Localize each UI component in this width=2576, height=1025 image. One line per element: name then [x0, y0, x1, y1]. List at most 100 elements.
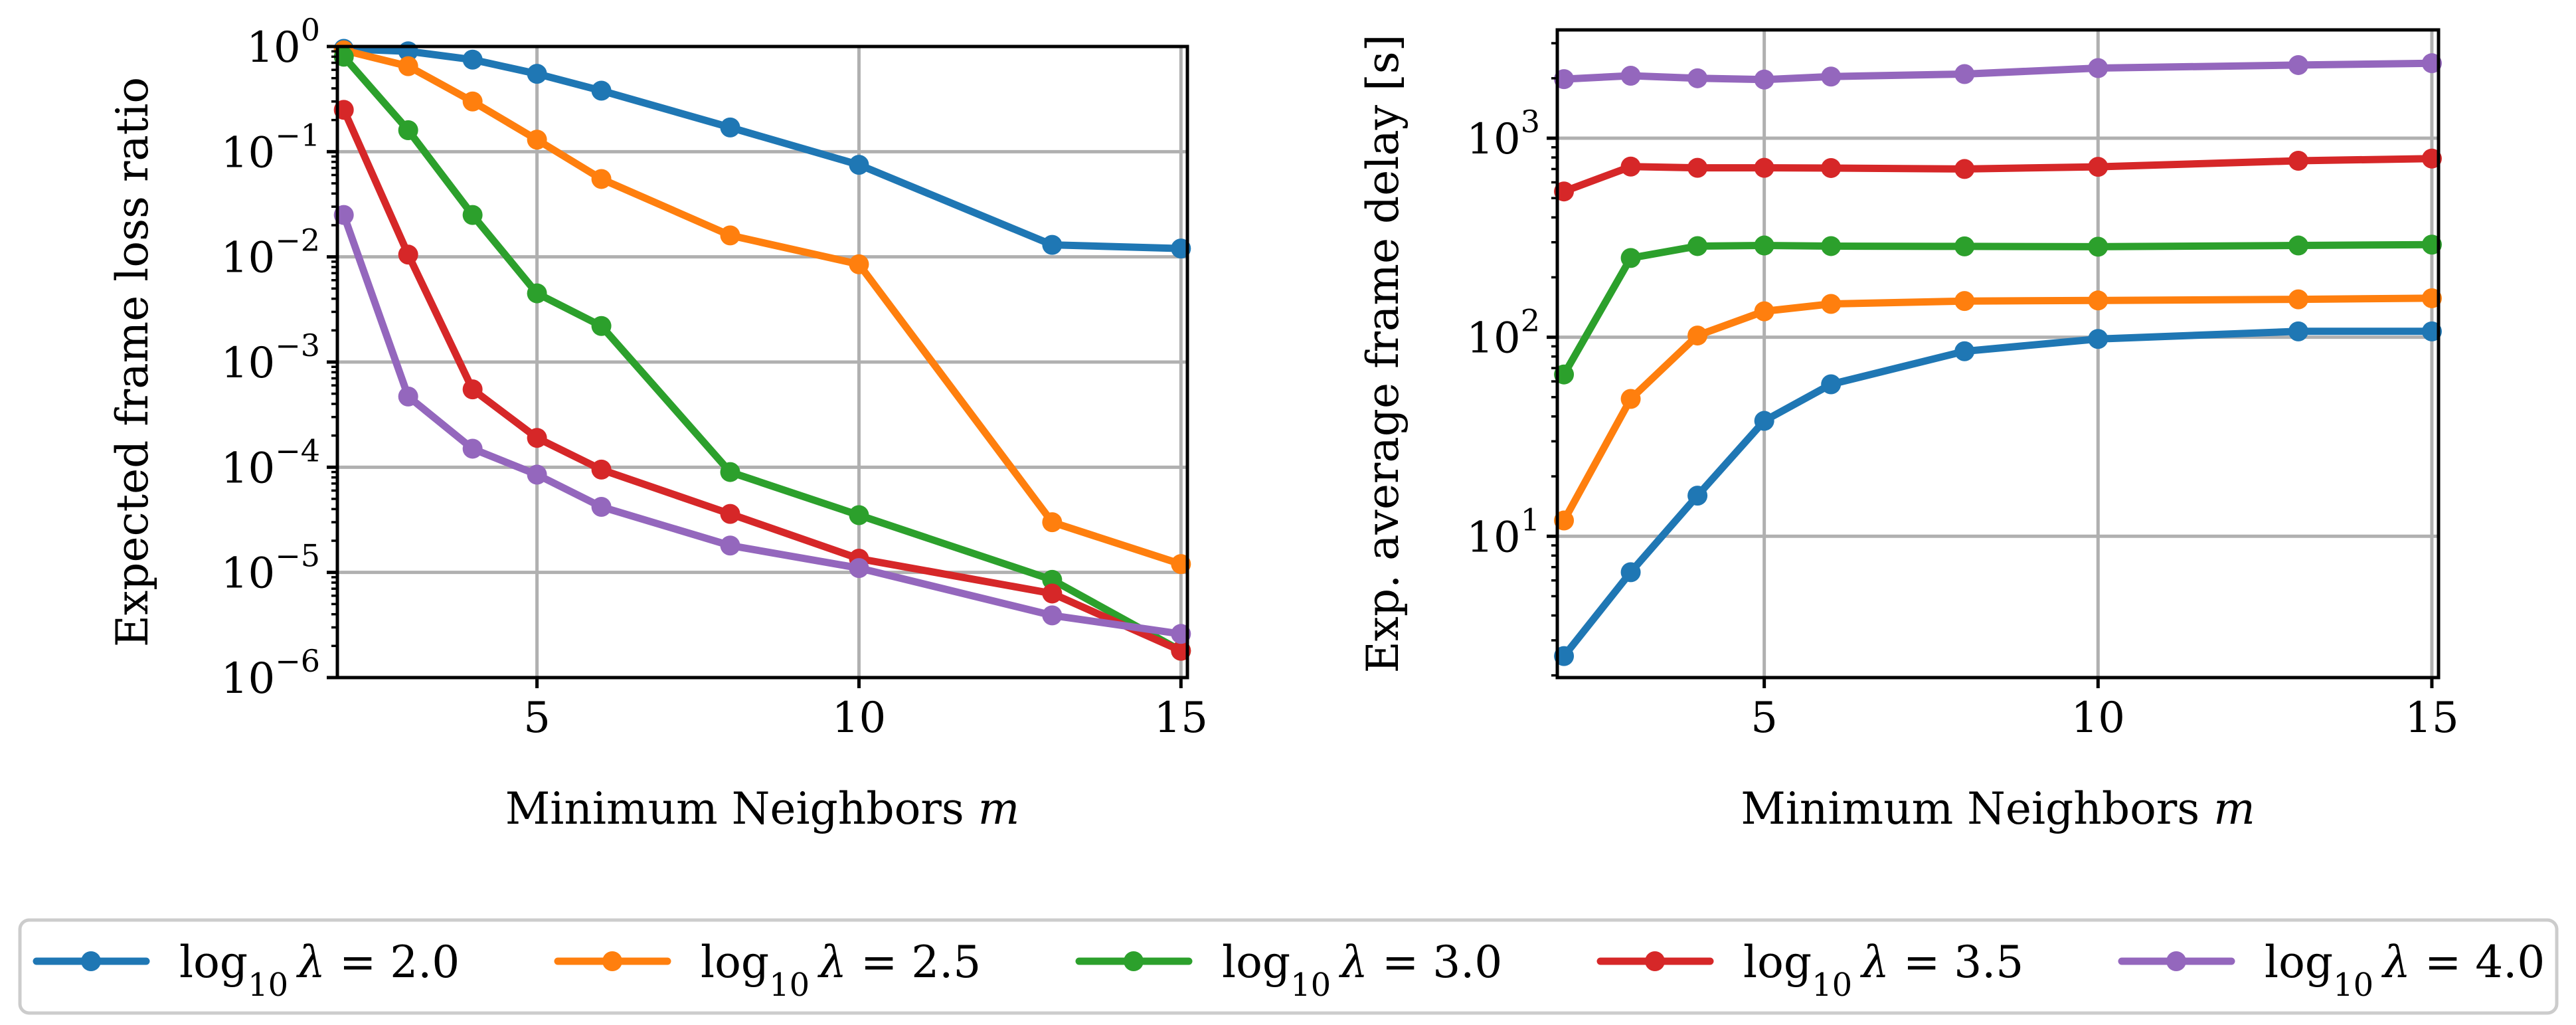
data-point — [591, 459, 612, 480]
y-tick-label: 103 — [1466, 104, 1540, 164]
data-point — [462, 379, 483, 400]
data-point — [1554, 181, 1575, 202]
series-5 — [1554, 53, 2442, 90]
y-axis-label: Expected frame loss ratio — [107, 77, 158, 647]
plot-frame — [1555, 28, 2441, 680]
data-point — [1687, 326, 1708, 346]
data-point — [1620, 248, 1641, 268]
data-point — [720, 117, 740, 138]
data-point — [527, 464, 547, 485]
data-point — [2421, 148, 2442, 169]
data-point — [2421, 288, 2442, 308]
data-point — [462, 205, 483, 225]
y-tick-label: 10−5 — [221, 538, 320, 599]
data-point — [1821, 236, 1842, 256]
data-point — [398, 56, 418, 76]
legend-label: log10 λ = 2.5 — [701, 937, 981, 1004]
data-point — [1554, 364, 1575, 385]
data-point — [1687, 68, 1708, 88]
data-point — [1954, 236, 1975, 256]
data-point — [462, 438, 483, 459]
data-point — [2288, 235, 2308, 256]
series-4 — [333, 100, 1191, 661]
data-point — [2421, 53, 2442, 74]
series-1 — [333, 39, 1191, 259]
legend-box — [18, 918, 2559, 1015]
y-tick-label: 10−6 — [221, 643, 320, 703]
data-point — [527, 283, 547, 304]
x-axis-label: Minimum Neighbors m — [505, 783, 1020, 834]
data-point — [720, 462, 740, 482]
series-2 — [333, 40, 1191, 575]
data-point — [527, 130, 547, 150]
x-tick-label: 5 — [523, 694, 551, 743]
data-point — [1042, 605, 1063, 626]
legend-label: log10 λ = 2.0 — [179, 937, 460, 1004]
data-point — [1821, 66, 1842, 87]
legend-marker — [1124, 951, 1144, 971]
data-point — [1687, 236, 1708, 256]
series-3 — [333, 47, 1191, 661]
series-2 — [1554, 288, 2442, 531]
series-line — [340, 47, 1185, 568]
series-3 — [1554, 234, 2442, 385]
data-point — [720, 225, 740, 246]
data-point — [1620, 562, 1641, 583]
data-point — [1754, 301, 1774, 322]
data-point — [591, 80, 612, 101]
data-point — [1821, 374, 1842, 395]
y-tick-label: 101 — [1466, 502, 1540, 562]
data-point — [398, 244, 418, 265]
data-point — [1554, 69, 1575, 90]
y-tick-label: 10−2 — [221, 223, 320, 283]
data-point — [1042, 569, 1063, 590]
data-point — [527, 64, 547, 84]
data-point — [2288, 151, 2308, 171]
data-point — [2088, 329, 2108, 349]
data-point — [849, 558, 869, 579]
legend-marker — [2166, 951, 2186, 971]
data-point — [2288, 321, 2308, 341]
legend-entry-5: log10 λ = 4.0 — [2118, 937, 2545, 1004]
y-axis-label: Exp. average frame delay [s] — [1357, 35, 1409, 674]
data-point — [1687, 157, 1708, 178]
data-point — [1754, 157, 1774, 178]
legend-label: log10 λ = 4.0 — [2265, 937, 2545, 1004]
data-point — [1754, 235, 1774, 256]
data-point — [1042, 512, 1063, 533]
data-point — [1954, 341, 1975, 361]
data-point — [1954, 159, 1975, 179]
data-point — [1754, 69, 1774, 90]
data-point — [2288, 289, 2308, 310]
data-point — [2088, 236, 2108, 257]
x-tick-label: 10 — [2071, 694, 2125, 743]
data-point — [1821, 294, 1842, 314]
series-line — [340, 52, 1185, 655]
data-point — [2421, 321, 2442, 341]
data-point — [1620, 389, 1641, 409]
data-point — [1954, 64, 1975, 84]
series-5 — [333, 205, 1191, 644]
legend-entry-1: log10 λ = 2.0 — [33, 937, 460, 1004]
y-tick-label: 10−4 — [221, 432, 320, 493]
legend-label: log10 λ = 3.0 — [1222, 937, 1502, 1004]
data-point — [1042, 583, 1063, 604]
y-tick-label: 102 — [1466, 303, 1540, 363]
legend-entry-2: log10 λ = 2.5 — [554, 937, 981, 1004]
data-point — [1754, 411, 1774, 431]
data-point — [591, 496, 612, 517]
data-point — [720, 535, 740, 556]
data-point — [849, 155, 869, 175]
data-point — [1554, 646, 1575, 666]
data-point — [849, 254, 869, 274]
data-point — [591, 316, 612, 336]
data-point — [2288, 54, 2308, 75]
data-point — [527, 428, 547, 448]
data-point — [849, 505, 869, 525]
data-point — [1687, 486, 1708, 506]
x-tick-label: 15 — [1154, 694, 1208, 743]
legend-marker — [1645, 951, 1665, 971]
chart-panel-loss: 5 10 15 100 10−1 10−2 10−3 10−4 10−5 10−6 Minimum … — [107, 12, 1208, 834]
x-tick-label: 5 — [1751, 694, 1778, 743]
